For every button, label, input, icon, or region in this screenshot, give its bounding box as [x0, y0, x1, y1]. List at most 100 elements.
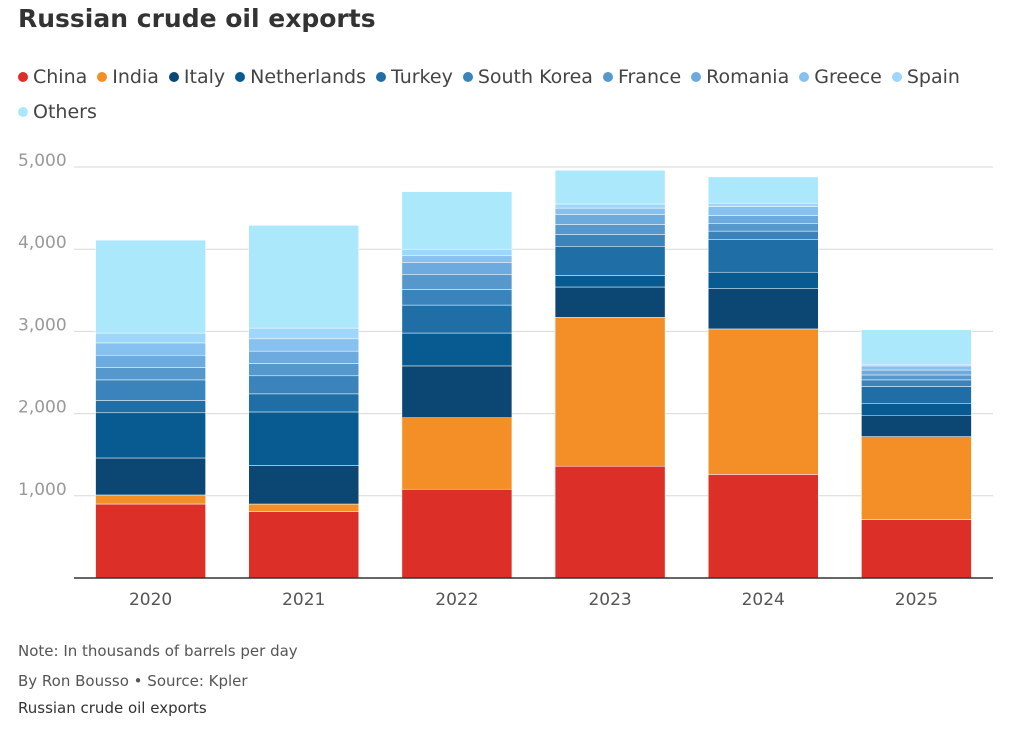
- legend-label: Netherlands: [250, 65, 366, 88]
- bar-stack-2024: [708, 176, 819, 579]
- bar-segment-india-2022: [401, 417, 513, 490]
- bar-segment-south-korea-2022: [401, 289, 513, 306]
- bar-segment-italy-2020: [95, 457, 206, 496]
- bar-segment-netherlands-2020: [95, 412, 206, 459]
- bar-segment-netherlands-2025: [861, 403, 972, 416]
- byline-source: By Ron Bousso • Source: Kpler: [18, 672, 248, 690]
- bar-segment-france-2024: [708, 223, 819, 232]
- chart-legend: China India Italy Netherlands Turkey South Ko…: [18, 62, 1008, 126]
- bar-segment-turkey-2023: [554, 246, 666, 276]
- bar-segment-turkey-2022: [401, 304, 513, 334]
- x-tick-label: 2021: [282, 590, 325, 610]
- bar-segment-france-2020: [95, 367, 206, 381]
- legend-swatch-greece: [799, 71, 810, 82]
- legend-item-china: China: [18, 62, 87, 91]
- legend-label: India: [112, 65, 159, 88]
- bar-stack-2020: [95, 239, 206, 579]
- legend-swatch-italy: [168, 71, 179, 82]
- bar-segment-india-2024: [708, 328, 819, 475]
- bar-segment-turkey-2021: [248, 393, 359, 413]
- legend-label: Romania: [706, 65, 790, 88]
- legend-item-others: Others: [18, 97, 97, 126]
- bar-segment-france-2022: [401, 274, 513, 290]
- bar-segment-china-2023: [554, 465, 666, 579]
- bars: [95, 170, 972, 579]
- bar-segment-south-korea-2025: [861, 379, 972, 387]
- bar-segment-china-2025: [861, 519, 972, 579]
- bar-stack-2023: [554, 170, 666, 579]
- bar-segment-others-2021: [248, 225, 359, 329]
- legend-swatch-india: [97, 71, 108, 82]
- bar-segment-greece-2023: [554, 207, 666, 215]
- legend-swatch-others: [18, 106, 28, 117]
- bar-segment-italy-2025: [861, 414, 972, 437]
- bar-segment-others-2024: [708, 176, 819, 204]
- bar-segment-greece-2021: [248, 338, 359, 352]
- bar-segment-romania-2023: [554, 214, 666, 225]
- gridlines: 1,000 2,000 3,000 4,000 5,000: [18, 151, 993, 500]
- bar-segment-greece-2022: [401, 255, 513, 263]
- bar-segment-spain-2023: [554, 203, 666, 209]
- x-tick-label: 2025: [895, 590, 938, 610]
- bar-segment-turkey-2025: [861, 386, 972, 404]
- legend-label: Italy: [183, 65, 226, 88]
- legend-label: China: [33, 65, 88, 88]
- bar-stack-2022: [401, 191, 513, 579]
- legend-item-south-korea: South Korea: [462, 62, 593, 91]
- bar-segment-south-korea-2023: [554, 234, 666, 247]
- bar-segment-romania-2022: [401, 262, 513, 275]
- bar-segment-china-2022: [401, 488, 513, 579]
- y-tick-label: 4,000: [18, 233, 67, 253]
- bar-segment-greece-2020: [95, 342, 206, 356]
- legend-item-netherlands: Netherlands: [235, 62, 366, 91]
- bar-segment-france-2021: [248, 363, 359, 377]
- legend-swatch-france: [602, 71, 613, 82]
- legend-item-romania: Romania: [691, 62, 789, 91]
- x-tick-label: 2020: [129, 590, 172, 610]
- legend-item-greece: Greece: [799, 62, 882, 91]
- bar-stack-2025: [861, 329, 972, 579]
- legend-label: Turkey: [390, 65, 453, 88]
- legend-label: Others: [33, 100, 97, 123]
- bar-segment-italy-2024: [708, 288, 819, 330]
- legend-item-india: India: [97, 62, 159, 91]
- legend-item-italy: Italy: [168, 62, 226, 91]
- y-tick-label: 5,000: [18, 151, 67, 171]
- legend-swatch-spain: [891, 71, 902, 82]
- bar-segment-south-korea-2020: [95, 379, 206, 401]
- legend-swatch-romania: [691, 71, 702, 82]
- legend-item-spain: Spain: [891, 62, 960, 91]
- bar-segment-south-korea-2021: [248, 375, 359, 395]
- legend-swatch-china: [18, 71, 28, 82]
- bar-segment-netherlands-2023: [554, 275, 666, 288]
- y-tick-label: 1,000: [18, 480, 67, 500]
- x-tick-label: 2023: [588, 590, 631, 610]
- chart-note: Note: In thousands of barrels per day: [18, 642, 298, 660]
- legend-label: Greece: [814, 65, 882, 88]
- chart-caption: Russian crude oil exports: [18, 699, 207, 717]
- bar-segment-china-2020: [95, 503, 206, 579]
- legend-swatch-turkey: [375, 71, 386, 82]
- legend-item-turkey: Turkey: [375, 62, 453, 91]
- y-tick-label: 2,000: [18, 398, 67, 418]
- bar-segment-greece-2024: [708, 206, 819, 216]
- bar-segment-india-2021: [248, 503, 359, 512]
- legend-label: South Korea: [477, 65, 593, 88]
- bar-segment-india-2023: [554, 317, 666, 467]
- bar-stack-2021: [248, 225, 359, 579]
- bar-segment-turkey-2020: [95, 400, 206, 414]
- bar-segment-india-2025: [861, 436, 972, 520]
- bar-segment-spain-2022: [401, 248, 513, 257]
- bar-segment-france-2025: [861, 374, 972, 381]
- bar-segment-others-2020: [95, 239, 206, 334]
- bar-segment-spain-2021: [248, 327, 359, 340]
- bar-segment-romania-2025: [861, 369, 972, 376]
- bar-segment-romania-2021: [248, 350, 359, 364]
- bar-segment-china-2021: [248, 511, 359, 579]
- bar-segment-turkey-2024: [708, 239, 819, 273]
- bar-segment-netherlands-2022: [401, 332, 513, 367]
- y-tick-label: 3,000: [18, 315, 67, 335]
- legend-label: France: [617, 65, 682, 88]
- bar-segment-others-2023: [554, 170, 666, 205]
